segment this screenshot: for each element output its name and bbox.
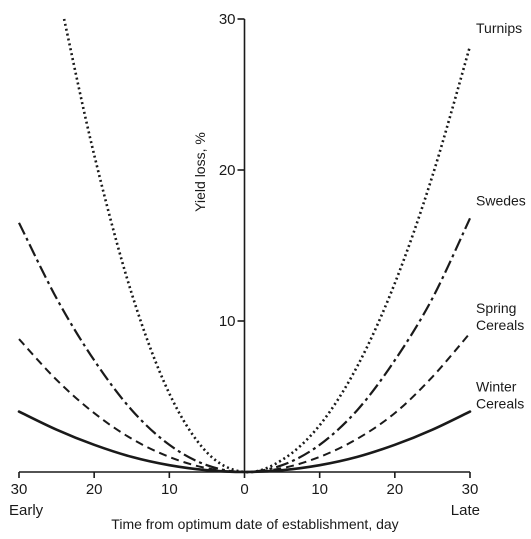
series-label-swedes: Swedes <box>476 192 526 208</box>
x-tick-label: 10 <box>161 481 178 498</box>
series-line-spring-cereals <box>18 332 471 474</box>
x-tick-label: 30 <box>462 481 479 498</box>
x-side-label-late: Late <box>451 502 480 519</box>
x-tick-label: 0 <box>240 481 248 498</box>
x-tick-label: 20 <box>386 481 403 498</box>
y-tick-label: 20 <box>219 162 236 179</box>
series-label-turnips: Turnips <box>476 20 522 36</box>
x-axis-title: Time from optimum date of establishment,… <box>111 516 398 532</box>
series-label-winter-cereals: Winter <box>476 379 517 395</box>
y-tick-label: 30 <box>219 11 236 28</box>
y-axis-title: Yield loss, % <box>192 132 208 212</box>
y-tick-label: 10 <box>219 313 236 330</box>
series-line-turnips <box>62 18 472 474</box>
series-label-winter-cereals: Cereals <box>476 396 524 412</box>
x-tick-label: 10 <box>311 481 328 498</box>
series-label-spring-cereals: Cereals <box>476 317 524 333</box>
series-label-spring-cereals: Spring <box>476 300 516 316</box>
x-tick-label: 20 <box>86 481 103 498</box>
x-tick-label: 30 <box>11 481 28 498</box>
series-line-swedes <box>18 217 471 474</box>
x-side-label-early: Early <box>9 502 44 519</box>
axes <box>19 19 470 473</box>
ticks: 30 20 10 0 10 20 30 10 20 30 <box>11 11 479 498</box>
